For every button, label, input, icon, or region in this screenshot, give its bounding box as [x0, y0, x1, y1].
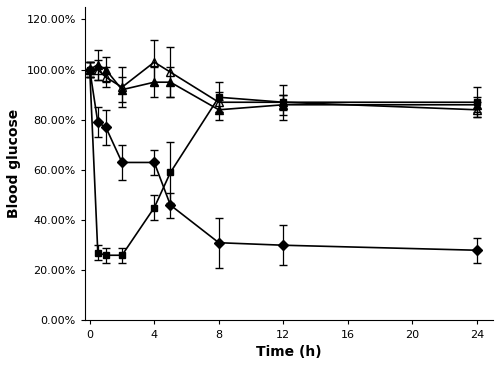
X-axis label: Time (h): Time (h) — [256, 345, 322, 359]
Y-axis label: Blood glucose: Blood glucose — [7, 109, 21, 219]
